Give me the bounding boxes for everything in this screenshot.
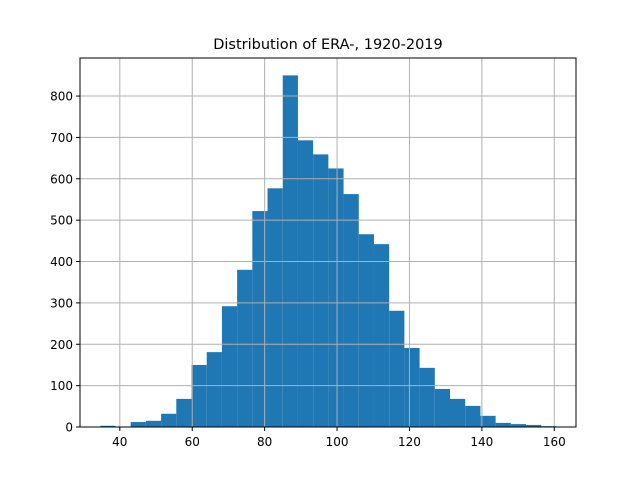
x-tick-label: 40: [112, 435, 127, 449]
chart-title: Distribution of ERA-, 1920-2019: [213, 37, 443, 53]
y-tick-label: 700: [50, 131, 73, 145]
histogram-bar: [465, 405, 481, 427]
histogram-bar: [267, 188, 283, 427]
histogram-bar: [343, 194, 359, 427]
histogram-bar: [297, 140, 314, 427]
histogram-bar: [328, 168, 344, 428]
x-tick-label: 160: [543, 435, 566, 449]
histogram-bar: [161, 413, 177, 427]
histogram-bar: [358, 234, 374, 427]
y-tick-label: 100: [50, 379, 73, 393]
histogram-bar: [450, 398, 466, 427]
y-tick-label: 800: [50, 90, 73, 104]
y-axis-ticks: 0 100 200 300 400 500 600 700 800: [50, 90, 80, 435]
histogram-bar: [526, 424, 542, 427]
histogram-bar: [191, 364, 207, 427]
y-tick-label: 300: [50, 296, 73, 310]
histogram-bars: [100, 75, 557, 428]
x-tick-label: 140: [470, 435, 493, 449]
histogram-bar: [206, 352, 222, 427]
x-tick-label: 60: [185, 435, 200, 449]
x-axis-ticks: 40 60 80 100 120 140 160: [112, 427, 566, 449]
y-tick-label: 200: [50, 338, 73, 352]
histogram-bar: [434, 388, 451, 427]
y-tick-label: 600: [50, 172, 73, 186]
y-tick-label: 500: [50, 214, 73, 228]
histogram-bar: [419, 367, 435, 427]
histogram-bar: [480, 415, 496, 427]
histogram-bar: [495, 422, 511, 427]
grid-lines: [80, 58, 576, 428]
histogram-bar: [221, 306, 238, 427]
histogram-bar: [373, 244, 390, 427]
histogram-bar: [176, 398, 192, 427]
y-tick-label: 0: [65, 421, 73, 435]
histogram-bar: [313, 154, 329, 427]
histogram-bar: [404, 347, 420, 427]
x-tick-label: 100: [326, 435, 349, 449]
y-tick-label: 400: [50, 255, 73, 269]
histogram-bar: [389, 310, 405, 427]
x-tick-label: 80: [257, 435, 272, 449]
x-tick-label: 120: [398, 435, 421, 449]
histogram-bar: [510, 424, 527, 427]
histogram-bar: [282, 75, 298, 427]
axes-frame: [79, 57, 577, 428]
histogram-bar: [145, 420, 162, 427]
histogram-bar: [130, 422, 146, 427]
histogram-bar: [237, 269, 253, 427]
histogram-bar: [100, 425, 116, 427]
histogram-bar: [252, 211, 268, 427]
